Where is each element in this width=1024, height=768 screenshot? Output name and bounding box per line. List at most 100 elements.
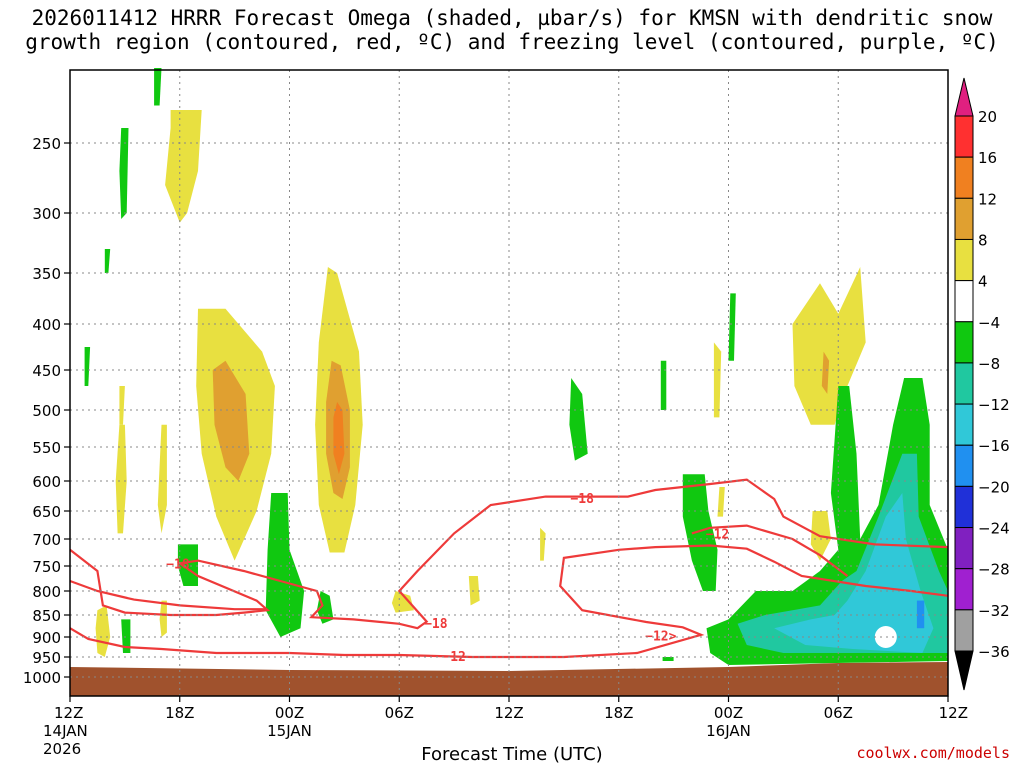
omega-yellow-blob-low-2 [159, 600, 167, 637]
x-tick-date-36: 16JAN [706, 722, 751, 740]
colorbar-label-11: −28 [978, 561, 1010, 579]
omega-green-upper-1 [119, 128, 129, 219]
colorbar-bottom-cap [954, 650, 974, 691]
colorbar-label-0: 20 [978, 108, 997, 126]
colorbar-label-12: −32 [978, 602, 1010, 620]
y-tick-label-600: 600 [32, 473, 61, 491]
x-tick-label-30: 18Z [604, 704, 633, 722]
x-tick-year-0: 2026 [43, 740, 81, 758]
y-tick-label-700: 700 [32, 531, 61, 549]
chart-title-line2: growth region (contoured, red, ºC) and f… [25, 30, 999, 54]
colorbar-label-9: −20 [978, 478, 1010, 496]
x-tick-label-36: 00Z [714, 704, 743, 722]
y-tick-label-550: 550 [32, 439, 61, 457]
colorbar-swatch-10 [954, 527, 974, 570]
omega-green-blob-2 [265, 493, 305, 637]
colorbar-swatch-9 [954, 485, 974, 529]
y-tick-label-650: 650 [32, 503, 61, 521]
x-tick-label-42: 06Z [824, 704, 853, 722]
colorbar-swatch-2 [954, 197, 974, 240]
y-tick-label-850: 850 [32, 607, 61, 625]
chart-title-line1: 2026011412 HRRR Forecast Omega (shaded, … [31, 6, 993, 30]
omega-yellow-blob-1 [165, 110, 202, 223]
colorbar-label-3: 8 [978, 231, 988, 249]
omega-yellow-blob-4 [792, 267, 866, 425]
x-tick-date-0: 14JAN [43, 722, 88, 740]
y-tick-label-250: 250 [32, 135, 61, 153]
contour-label-minus18-b: −18 [166, 557, 190, 572]
omega-yellow-blob-low-7 [717, 487, 725, 517]
x-tick-date-12: 15JAN [267, 722, 312, 740]
omega-white-hole [874, 626, 897, 648]
y-tick-label-900: 900 [32, 629, 61, 647]
colorbar-swatch-6 [954, 362, 974, 405]
x-tick-label-48: 12Z [939, 704, 968, 722]
omega-yellow-blob-low-5 [540, 527, 546, 561]
omega-green-blob-4 [121, 619, 131, 653]
omega-green-top [154, 68, 162, 106]
x-tick-label-18: 06Z [385, 704, 414, 722]
colorbar-top-cap [954, 77, 974, 117]
omega-yellow-blob-low-6 [713, 342, 722, 418]
omega-yellow-streak-c [157, 424, 167, 534]
isotherm-minus12-right [691, 524, 849, 577]
y-tick-label-950: 950 [32, 649, 61, 667]
omega-yellow-blob-low-3 [391, 591, 414, 613]
contour-label-minus12-c: −12> [645, 630, 676, 645]
omega-green-upper-3 [84, 347, 91, 386]
omega-yellow-streak-b [119, 386, 125, 425]
omega-yellow-blob-low-4 [468, 576, 480, 606]
colorbar-swatch-5 [954, 321, 974, 364]
colorbar-swatch-3 [954, 238, 974, 282]
omega-green-blob-1 [177, 544, 198, 586]
contour-label-minus12-b: −12 [442, 650, 465, 665]
y-tick-label-400: 400 [32, 316, 61, 334]
x-axis-label: Forecast Time (UTC) [421, 744, 603, 765]
colorbar-swatch-8 [954, 444, 974, 487]
x-tick-label-0: 12Z [54, 704, 83, 722]
y-tick-label-500: 500 [32, 402, 61, 420]
y-tick-label-350: 350 [32, 265, 61, 283]
y-tick-label-1000: 1000 [23, 669, 61, 687]
colorbar-label-4: 4 [978, 273, 988, 291]
colorbar-swatch-4 [954, 280, 974, 323]
colorbar-label-10: −24 [978, 520, 1010, 538]
colorbar-label-1: 16 [978, 149, 997, 167]
contour-label-minus18-c: −18 [424, 617, 448, 632]
omega-blue-core [916, 600, 925, 629]
colorbar-label-6: −8 [978, 355, 1000, 373]
omega-green-blob-8 [682, 474, 718, 591]
omega-orange-core-3 [333, 402, 345, 475]
omega-green-blob-6 [660, 360, 667, 410]
omega-green-small [662, 657, 674, 661]
isotherm-minus12-main [69, 544, 949, 659]
omega-green-upper-2 [104, 249, 111, 273]
y-tick-label-750: 750 [32, 558, 61, 576]
colorbar-label-5: −4 [978, 314, 1000, 332]
source-credit[interactable]: coolwx.com/models [856, 744, 1010, 762]
colorbar-swatch-11 [954, 568, 974, 611]
colorbar-swatch-0 [954, 115, 974, 158]
omega-green-blob-5 [569, 378, 588, 461]
omega-orange-blob-4 [821, 351, 830, 394]
omega-green-blob-7 [728, 293, 736, 361]
colorbar-swatch-12 [954, 609, 974, 652]
colorbar-swatch-1 [954, 156, 974, 199]
colorbar-label-13: −36 [978, 643, 1010, 661]
y-tick-label-450: 450 [32, 362, 61, 380]
x-tick-label-12: 00Z [275, 704, 304, 722]
isotherm-minus12-upper [69, 579, 266, 611]
colorbar-swatch-7 [954, 403, 974, 446]
x-tick-label-6: 18Z [165, 704, 194, 722]
contour-label-minus18-a: −18 [570, 492, 594, 507]
contour-label-minus12-a: −12 [706, 527, 729, 542]
y-tick-label-300: 300 [32, 205, 61, 223]
y-tick-label-800: 800 [32, 583, 61, 601]
isotherm-minus18-main [69, 478, 949, 630]
colorbar-label-8: −16 [978, 437, 1010, 455]
omega-yellow-streak-a [115, 424, 127, 534]
omega-cyan-main [774, 493, 934, 653]
x-tick-label-24: 12Z [494, 704, 523, 722]
colorbar-label-7: −12 [978, 396, 1010, 414]
